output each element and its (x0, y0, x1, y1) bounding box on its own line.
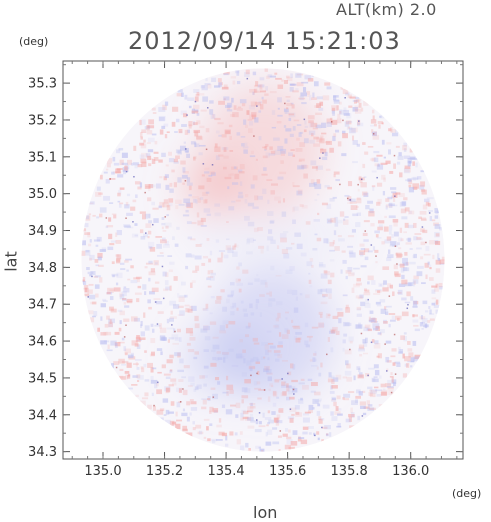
y-tick-label: 34.8 (28, 261, 57, 276)
speckle-noise (81, 68, 445, 452)
y-tick-label: 34.6 (28, 335, 57, 350)
velocity-region-positive (179, 156, 242, 216)
y-tick-label: 34.7 (28, 298, 57, 313)
velocity-region-negative (183, 322, 270, 397)
y-tick-label: 35.3 (28, 77, 57, 92)
y-axis-unit: (deg) (19, 35, 49, 48)
x-tick-label: 135.0 (84, 464, 121, 479)
broad-pattern (179, 83, 359, 401)
x-tick-label: 135.6 (269, 464, 306, 479)
plot-frame (62, 60, 464, 460)
heatmap-field (81, 68, 445, 452)
axis-ticks: 135.0 135.2 135.4 135.6 135.8 136.0 34.3 34.4 34… (28, 61, 463, 479)
x-axis-unit: (deg) (452, 487, 482, 500)
y-tick-label: 34.9 (28, 224, 57, 239)
x-tick-label: 136.0 (392, 464, 429, 479)
y-tick-label: 34.5 (28, 371, 57, 386)
plot-border (62, 60, 464, 460)
y-tick-label: 34.4 (28, 408, 57, 423)
x-axis-label: lon (253, 503, 278, 522)
y-tick-label: 35.1 (28, 150, 57, 165)
chart-title-datetime: 2012/09/14 15:21:03 (128, 27, 401, 55)
x-tick-label: 135.4 (207, 464, 244, 479)
y-tick-label: 34.3 (28, 445, 57, 460)
y-tick-label: 35.2 (28, 113, 57, 128)
altitude-label: ALT(km) 2.0 (336, 0, 437, 19)
velocity-region-negative (186, 215, 359, 260)
x-tick-label: 135.2 (146, 464, 183, 479)
x-tick-label: 135.8 (331, 464, 368, 479)
y-tick-label: 35.0 (28, 187, 57, 202)
radar-coverage-disc (81, 68, 445, 452)
